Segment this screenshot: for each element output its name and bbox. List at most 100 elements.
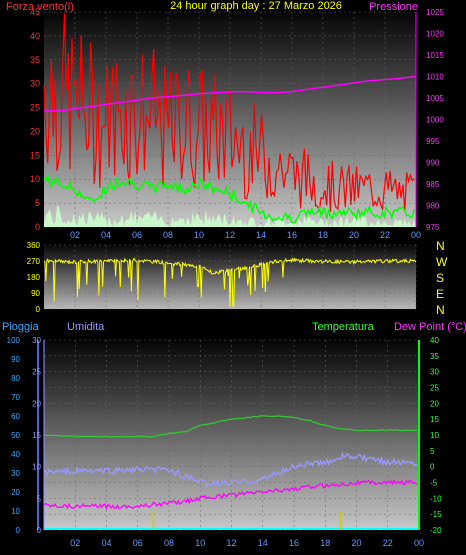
avg-wind-line [43, 173, 415, 224]
wind-y-tick: 15 [30, 150, 40, 160]
wind-series [43, 13, 417, 227]
wind-y-tick: 0 [35, 222, 40, 232]
compass-label-s: S [436, 271, 444, 285]
climate-x-tick: 14 [258, 538, 268, 548]
pressure-y-tick: 1015 [426, 51, 444, 60]
pressure-line [44, 75, 417, 112]
pressure-y-tick: 1020 [426, 30, 444, 39]
climate-x-tick: 06 [133, 538, 143, 548]
temp-y-tick: 30 [430, 368, 439, 377]
rain-y-tick: 90 [11, 355, 20, 364]
rain-y-tick: 50 [11, 431, 20, 440]
humidity-y-tick: 10 [32, 463, 41, 472]
rain-y-tick: 30 [11, 469, 20, 478]
temp-y-tick: 15 [430, 415, 439, 424]
wind-y-tick: 35 [30, 55, 40, 65]
pressure-y-tick: 1010 [426, 73, 444, 82]
wind-x-tick: 00 [411, 230, 421, 240]
dewpoint-axis-title: Dew Point (°C) [394, 321, 466, 333]
temp-y-tick: -20 [430, 526, 442, 535]
wind-y-tick: 30 [30, 79, 40, 89]
wind-y-tick: 25 [30, 103, 40, 113]
wind-x-tick: 20 [349, 230, 359, 240]
wind-x-tick: 04 [101, 230, 111, 240]
pressure-y-tick: 1000 [426, 116, 444, 125]
humidity-y-tick: 5 [37, 494, 42, 503]
wind-x-tick: 18 [318, 230, 328, 240]
climate-x-tick: 18 [320, 538, 330, 548]
temp-y-tick: 25 [430, 384, 439, 393]
temperature-line [43, 415, 418, 438]
humidity-y-tick: 0 [37, 526, 42, 535]
humidity-y-tick: 15 [32, 431, 41, 440]
wind-x-tick: 22 [380, 230, 390, 240]
climate-x-tick: 04 [101, 538, 111, 548]
temperature-axis-title: Temperatura [312, 321, 375, 333]
wind-x-tick: 08 [163, 230, 173, 240]
wind-axis-title: Forza vento(l) [6, 1, 74, 13]
wind-x-tick: 10 [194, 230, 204, 240]
wind-x-tick: 06 [132, 230, 142, 240]
compass-label-n-bottom: N [436, 303, 445, 317]
rain-y-tick: 0 [16, 526, 21, 535]
temp-y-tick: -15 [430, 510, 442, 519]
direction-y-tick: 180 [27, 273, 41, 282]
humidity-y-tick: 25 [32, 368, 41, 377]
humidity-line [43, 451, 418, 488]
humidity-y-tick: 20 [32, 399, 41, 408]
rain-y-tick: 80 [11, 374, 20, 383]
temp-y-tick: -5 [430, 479, 438, 488]
direction-line [43, 257, 417, 308]
dewpoint-line [43, 479, 418, 511]
wind-x-tick: 14 [256, 230, 266, 240]
wind-y-tick: 20 [30, 126, 40, 136]
pressure-y-tick: 1005 [426, 94, 444, 103]
pressure-y-tick: 980 [426, 202, 440, 211]
wind-y-tick: 10 [30, 174, 40, 184]
chart-title: 24 hour graph day : 27 Marzo 2026 [170, 0, 342, 12]
calm-wind-area [44, 205, 416, 227]
rain-y-tick: 20 [11, 488, 20, 497]
wind-y-tick: 5 [35, 198, 40, 208]
wind-x-tick: 02 [70, 230, 80, 240]
climate-x-tick: 12 [226, 538, 236, 548]
rain-axis-title: Pioggia [2, 321, 40, 333]
pressure-y-tick: 1025 [426, 8, 444, 17]
temp-y-tick: 5 [430, 447, 435, 456]
humidity-y-tick: 30 [32, 336, 41, 345]
compass-label-e: E [436, 287, 444, 301]
temp-y-tick: 0 [430, 463, 435, 472]
climate-grid [44, 339, 420, 531]
pressure-y-tick: 995 [426, 137, 440, 146]
climate-x-tick: 10 [195, 538, 205, 548]
rain-y-tick: 40 [11, 450, 20, 459]
pressure-axis-title: Pressione [369, 1, 418, 13]
temp-y-tick: -10 [430, 494, 442, 503]
climate-x-tick: 16 [289, 538, 299, 548]
wind-y-tick: 45 [30, 7, 40, 17]
rain-y-tick: 100 [7, 336, 21, 345]
direction-y-tick: 90 [31, 289, 40, 298]
direction-y-tick: 270 [27, 257, 41, 266]
wind-x-tick: 12 [225, 230, 235, 240]
pressure-y-tick: 985 [426, 180, 440, 189]
direction-y-tick: 360 [27, 241, 41, 250]
climate-series [43, 415, 419, 530]
direction-y-tick: 0 [36, 305, 41, 314]
climate-x-tick: 02 [70, 538, 80, 548]
humidity-axis-title: Umidita [67, 321, 105, 333]
wind-x-tick: 16 [287, 230, 297, 240]
pressure-y-tick: 990 [426, 159, 440, 168]
rain-y-tick: 60 [11, 412, 20, 421]
rain-y-tick: 70 [11, 393, 20, 402]
compass-label-n-top: N [436, 239, 445, 253]
climate-x-tick: 20 [351, 538, 361, 548]
climate-x-tick: 22 [383, 538, 393, 548]
climate-x-tick: 00 [414, 538, 424, 548]
temp-y-tick: 35 [430, 352, 439, 361]
direction-series [43, 257, 417, 308]
pressure-y-tick: 975 [426, 223, 440, 232]
temp-y-tick: 40 [430, 336, 439, 345]
compass-label-w: W [436, 255, 448, 269]
